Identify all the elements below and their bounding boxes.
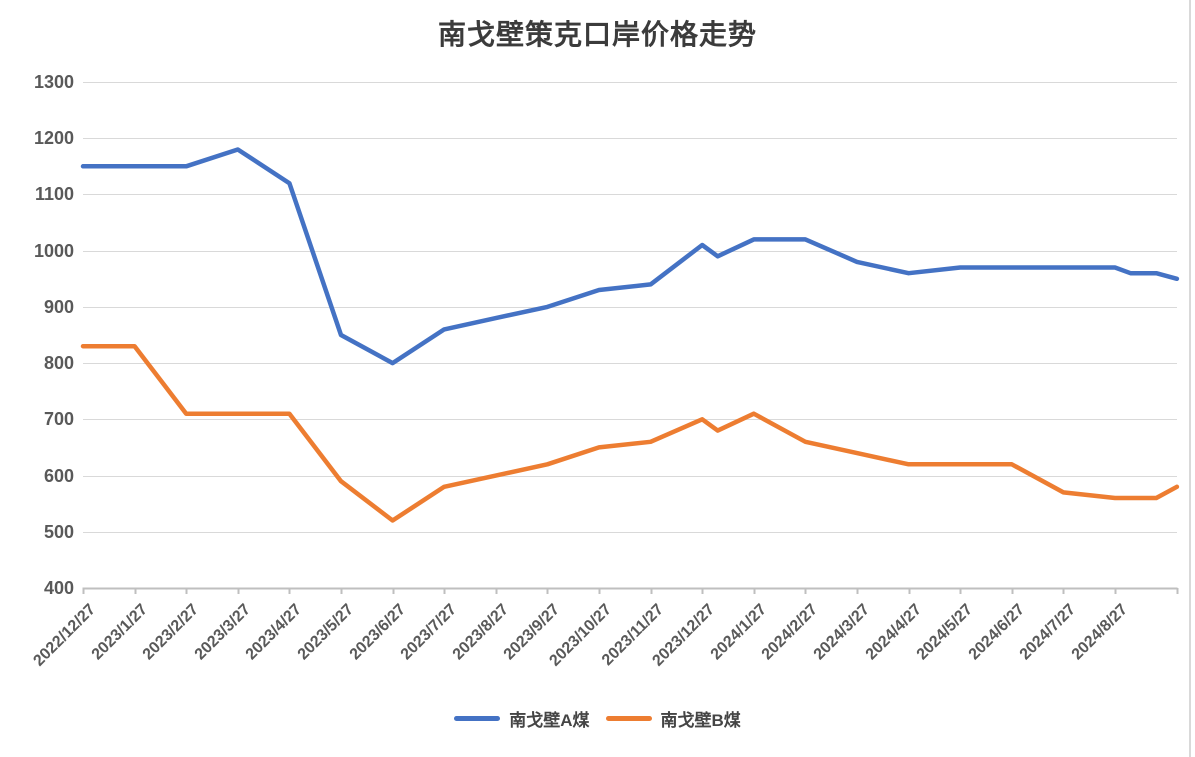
y-tick-label: 800 bbox=[43, 353, 74, 374]
legend-label-series-a: 南戈壁A煤 bbox=[509, 711, 590, 730]
y-tick-label: 1200 bbox=[33, 128, 74, 149]
legend-item-series-b: 南戈壁B煤 bbox=[605, 706, 741, 731]
y-tick-label: 600 bbox=[43, 465, 74, 486]
y-tick-label: 1000 bbox=[33, 240, 74, 261]
legend-label-series-b: 南戈壁B煤 bbox=[660, 711, 741, 730]
legend-swatch-series-b bbox=[605, 716, 652, 721]
series-line-0 bbox=[80, 147, 1180, 366]
series-lines bbox=[80, 147, 1180, 523]
y-tick-label: 400 bbox=[43, 578, 74, 598]
legend-item-series-a: 南戈壁A煤 bbox=[454, 706, 590, 731]
chart-title: 南戈壁策克口岸价格走势 bbox=[437, 19, 757, 50]
legend-swatch-series-a bbox=[454, 716, 501, 721]
gridlines bbox=[83, 82, 1177, 533]
chart-right-border bbox=[1189, 0, 1191, 757]
y-tick-label: 700 bbox=[43, 409, 74, 430]
y-tick-label: 900 bbox=[43, 296, 74, 317]
series-line-1 bbox=[80, 343, 1180, 523]
legend: 南戈壁A煤 南戈壁B煤 bbox=[0, 706, 1195, 731]
y-tick-label: 500 bbox=[43, 521, 74, 542]
x-axis bbox=[82, 587, 1179, 594]
y-tick-label: 1300 bbox=[33, 72, 74, 92]
y-tick-label: 1100 bbox=[34, 184, 74, 205]
